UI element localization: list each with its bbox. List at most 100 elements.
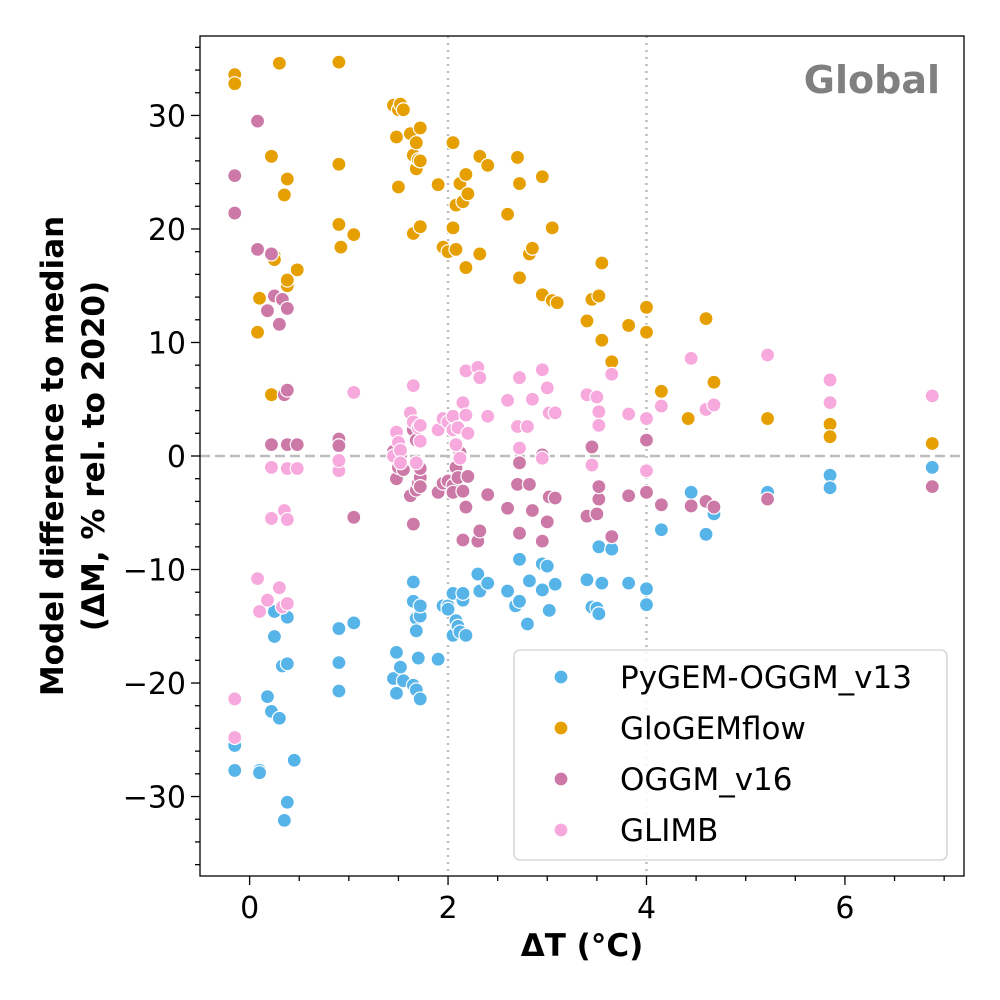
data-point	[519, 616, 536, 632]
data-point	[924, 459, 940, 475]
legend-marker	[553, 771, 569, 787]
data-point	[547, 490, 563, 506]
x-axis-title: ΔT (°C)	[521, 928, 644, 964]
data-point	[621, 488, 637, 504]
data-point	[408, 135, 424, 151]
data-point	[638, 581, 655, 597]
data-point	[346, 509, 362, 525]
data-point	[524, 240, 540, 256]
data-point	[638, 410, 655, 427]
data-point	[534, 582, 550, 598]
data-point	[584, 457, 600, 473]
data-point	[541, 602, 557, 618]
data-point	[455, 532, 471, 548]
data-point	[638, 484, 655, 500]
data-point	[924, 435, 940, 452]
data-point	[452, 450, 468, 466]
data-point	[276, 187, 292, 203]
data-point	[458, 627, 474, 643]
data-point	[412, 153, 428, 169]
data-point	[271, 55, 287, 71]
data-point	[405, 574, 421, 590]
data-point	[405, 516, 421, 532]
data-point	[470, 566, 486, 582]
data-point	[480, 486, 496, 503]
legend: PyGEM-OGGM_v13 GloGEMflow OGGM_v16 GLIMB	[513, 649, 948, 861]
data-point	[521, 573, 538, 589]
data-point	[591, 404, 607, 420]
data-point	[259, 592, 276, 608]
data-point	[263, 387, 280, 403]
data-point	[388, 129, 405, 145]
data-point	[822, 429, 838, 445]
data-point	[638, 299, 655, 315]
data-point	[227, 762, 243, 779]
data-point	[534, 169, 550, 185]
data-point	[410, 650, 426, 666]
data-point	[448, 241, 464, 258]
data-point	[251, 603, 268, 620]
legend-marker	[553, 669, 569, 685]
data-point	[544, 220, 560, 236]
data-point	[547, 405, 563, 421]
data-point	[333, 239, 349, 255]
data-point	[279, 382, 295, 398]
data-point	[249, 241, 266, 258]
data-point	[706, 397, 722, 413]
data-point	[412, 433, 428, 449]
data-point	[227, 691, 243, 707]
data-point	[251, 765, 268, 781]
y-tick-label: −20	[123, 667, 186, 702]
data-point	[621, 317, 637, 334]
data-point	[653, 522, 669, 538]
data-point	[653, 383, 669, 399]
data-point	[511, 551, 528, 567]
data-point	[460, 468, 476, 485]
data-point	[388, 685, 405, 701]
data-point	[591, 539, 607, 555]
data-point	[412, 417, 428, 433]
data-point	[511, 455, 528, 471]
data-point	[412, 120, 428, 136]
data-point	[591, 606, 607, 622]
data-point	[390, 179, 407, 195]
data-point	[388, 644, 405, 660]
y-tick-label: 30	[148, 99, 186, 134]
data-point	[511, 175, 528, 192]
data-point	[412, 691, 428, 707]
data-point	[706, 374, 722, 390]
data-point	[499, 392, 516, 408]
data-point	[412, 598, 428, 614]
data-point	[683, 484, 699, 500]
legend-marker	[553, 822, 569, 838]
data-point	[279, 595, 295, 612]
x-tick-label: 0	[240, 891, 259, 926]
data-point	[924, 388, 940, 404]
data-point	[822, 372, 838, 388]
data-point	[499, 583, 516, 599]
data-point	[594, 575, 610, 591]
data-point	[227, 76, 243, 92]
data-point	[924, 479, 940, 495]
data-point	[279, 272, 295, 288]
legend-label: PyGEM-OGGM_v13	[620, 660, 912, 696]
data-point	[653, 398, 669, 414]
data-point	[249, 570, 266, 587]
data-point	[346, 384, 362, 401]
data-point	[271, 316, 287, 332]
data-point	[759, 491, 776, 507]
data-point	[392, 455, 409, 471]
data-point	[621, 406, 637, 422]
data-point	[759, 410, 776, 427]
data-point	[604, 528, 620, 545]
data-point	[638, 432, 655, 448]
data-point	[519, 418, 536, 435]
data-point	[266, 628, 283, 645]
data-point	[331, 438, 347, 454]
data-point	[279, 511, 295, 528]
data-point	[579, 313, 595, 329]
data-point	[759, 347, 776, 363]
data-point	[331, 452, 347, 469]
data-point	[271, 710, 287, 726]
data-point	[524, 391, 540, 407]
